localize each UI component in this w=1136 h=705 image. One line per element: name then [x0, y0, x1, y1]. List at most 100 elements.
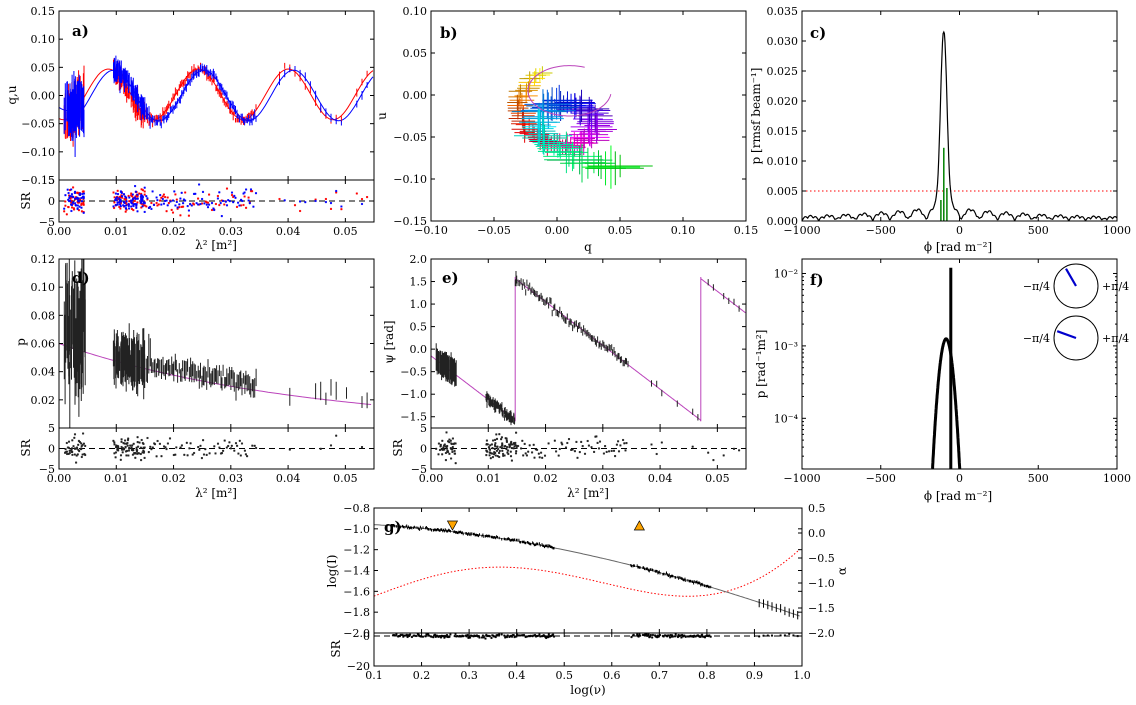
xtick-label: 0.4	[508, 669, 526, 682]
panel-g: −0.8 −1.0 −1.2 −1.4 −1.6 −1.8 −2.0 0.5 0.0 −0.5 −1…	[325, 502, 849, 640]
qu-model-curve	[527, 65, 612, 117]
p-data-errorbars	[63, 259, 368, 428]
panel-label: c)	[810, 24, 826, 42]
qu-data-cross	[522, 124, 567, 152]
ytick-label: −5	[411, 463, 427, 476]
x-axis-title: log(ν)	[570, 683, 605, 697]
axes-frame	[58, 427, 375, 470]
xtick-label: 0.02	[533, 472, 558, 485]
y-axis-title: p [rmsf beam⁻¹]	[749, 68, 763, 165]
axes-frame	[58, 10, 375, 181]
resid-y-axis-title: SR	[391, 438, 405, 456]
panel-label: g)	[384, 518, 402, 536]
qu-data-cross	[507, 98, 533, 113]
residual-points	[435, 431, 741, 465]
ytick-label: −1.5	[400, 411, 427, 424]
ytick-label: 0.05	[403, 47, 428, 60]
ytick-label: 10⁻⁴	[774, 412, 799, 425]
y-axis-title: ψ [rad]	[382, 320, 396, 363]
p-model-line	[59, 343, 372, 405]
ytick-label: 0.030	[767, 35, 799, 48]
xtick-label: 0.9	[746, 669, 764, 682]
xtick-label: 0.03	[219, 225, 244, 238]
ytick-label: −0.10	[21, 146, 55, 159]
xtick-label: −0.05	[477, 224, 511, 237]
xtick-label: 500	[1028, 472, 1049, 485]
xtick-label: 0.00	[47, 472, 72, 485]
xtick-label: −500	[866, 472, 896, 485]
ytick-label: 0.025	[767, 65, 799, 78]
x-axis-title: ϕ [rad m⁻²]	[924, 240, 992, 254]
break-marker-down	[446, 520, 459, 531]
ytick-label: 0	[363, 630, 370, 643]
faraday-spectrum-line	[802, 30, 1117, 221]
qu-data-cross	[587, 154, 653, 178]
xtick-label: −500	[866, 224, 896, 237]
panel-d-resid-plot-area	[59, 432, 374, 464]
dial-right-label: +π/4	[1102, 280, 1129, 293]
qu-data-cross	[582, 152, 606, 174]
xtick-label: 0.01	[104, 225, 129, 238]
xtick-label: 0.05	[333, 472, 358, 485]
resid-y-axis-title: SR	[19, 438, 33, 456]
residual-points	[64, 432, 363, 464]
xtick-label: 0.04	[648, 472, 673, 485]
xtick-label: 0.1	[365, 669, 383, 682]
psi-model-line	[431, 277, 746, 422]
qu-data-cross	[522, 107, 557, 147]
xtick-label: 0.2	[413, 669, 431, 682]
ytick-label: 5	[48, 422, 55, 435]
qu-data-cross	[571, 99, 611, 122]
qu-data-cross	[529, 125, 558, 156]
break-marker-up	[633, 520, 645, 531]
xtick-label: 1.0	[793, 669, 811, 682]
ytick-right-label: −2.0	[808, 627, 835, 640]
panel-g-plot-area	[374, 524, 800, 620]
ytick-label: −20	[347, 660, 370, 673]
qu-data-cross	[543, 141, 602, 172]
flux-data-errorbars	[392, 524, 799, 620]
qu-data-cross	[511, 111, 536, 131]
ytick-label: −0.05	[21, 118, 55, 131]
dial-right-label: +π/4	[1102, 332, 1129, 345]
ytick-label: −0.10	[393, 173, 427, 186]
xtick-label: 0.04	[276, 225, 301, 238]
xtick-label: 0.01	[476, 472, 501, 485]
ytick-label: −0.05	[393, 131, 427, 144]
xtick-label: 0.3	[460, 669, 478, 682]
panel-d-resid: 5 0 −50.00 0.01 0.02 0.03 0.04 0.05 SR λ² [m²]	[19, 422, 375, 500]
qu-data-cross	[525, 68, 547, 83]
dial-needle	[1065, 268, 1077, 287]
x-axis-title: λ² [m²]	[567, 486, 609, 500]
residual-points	[392, 633, 799, 640]
panel-b: 0.100.050.00−0.05−0.10−0.15−0.10 −0.05 0.0…	[375, 5, 758, 254]
resid-y-axis-title: SR	[19, 191, 33, 209]
ytick-label: 10⁻²	[774, 267, 798, 280]
panel-a-resid-plot-area	[59, 183, 374, 218]
xtick-label: 0.8	[698, 669, 716, 682]
panel-a-resid: 5 0 −50.00 0.01 0.02 0.03 0.04 0.05 SR λ² [m²]	[19, 174, 375, 252]
ytick-label: 0.10	[403, 5, 428, 18]
xtick-label: 1000	[1103, 472, 1131, 485]
qu-data-cross	[525, 122, 556, 140]
ytick-label: 0.04	[31, 366, 56, 379]
ytick-right-label: 0.0	[808, 527, 826, 540]
ytick-label: 1.5	[410, 276, 428, 289]
x-axis-title: q	[584, 240, 592, 254]
xtick-label: 1000	[1103, 224, 1131, 237]
y-axis-title: log(I)	[325, 555, 339, 588]
panel-a: 0.15 0.10 0.05 0.00 −0.05 −0.10 −0.15 a) q,u	[5, 5, 375, 187]
panel-label: f)	[810, 271, 824, 289]
qu-data-cross	[514, 122, 535, 143]
xtick-label: −1000	[783, 224, 820, 237]
angle-dial: −π/4 +π/4	[1023, 263, 1129, 309]
ytick-label: 10⁻³	[774, 340, 798, 353]
ytick-right-label: 0.5	[808, 502, 826, 515]
xtick-label: 0	[956, 472, 963, 485]
residual-points	[63, 186, 369, 217]
panel-label: b)	[440, 24, 458, 42]
flux-model-line	[374, 524, 800, 617]
ytick-label: 0	[420, 443, 427, 456]
xtick-label: 0.00	[47, 225, 72, 238]
ytick-label: −0.5	[400, 366, 427, 379]
